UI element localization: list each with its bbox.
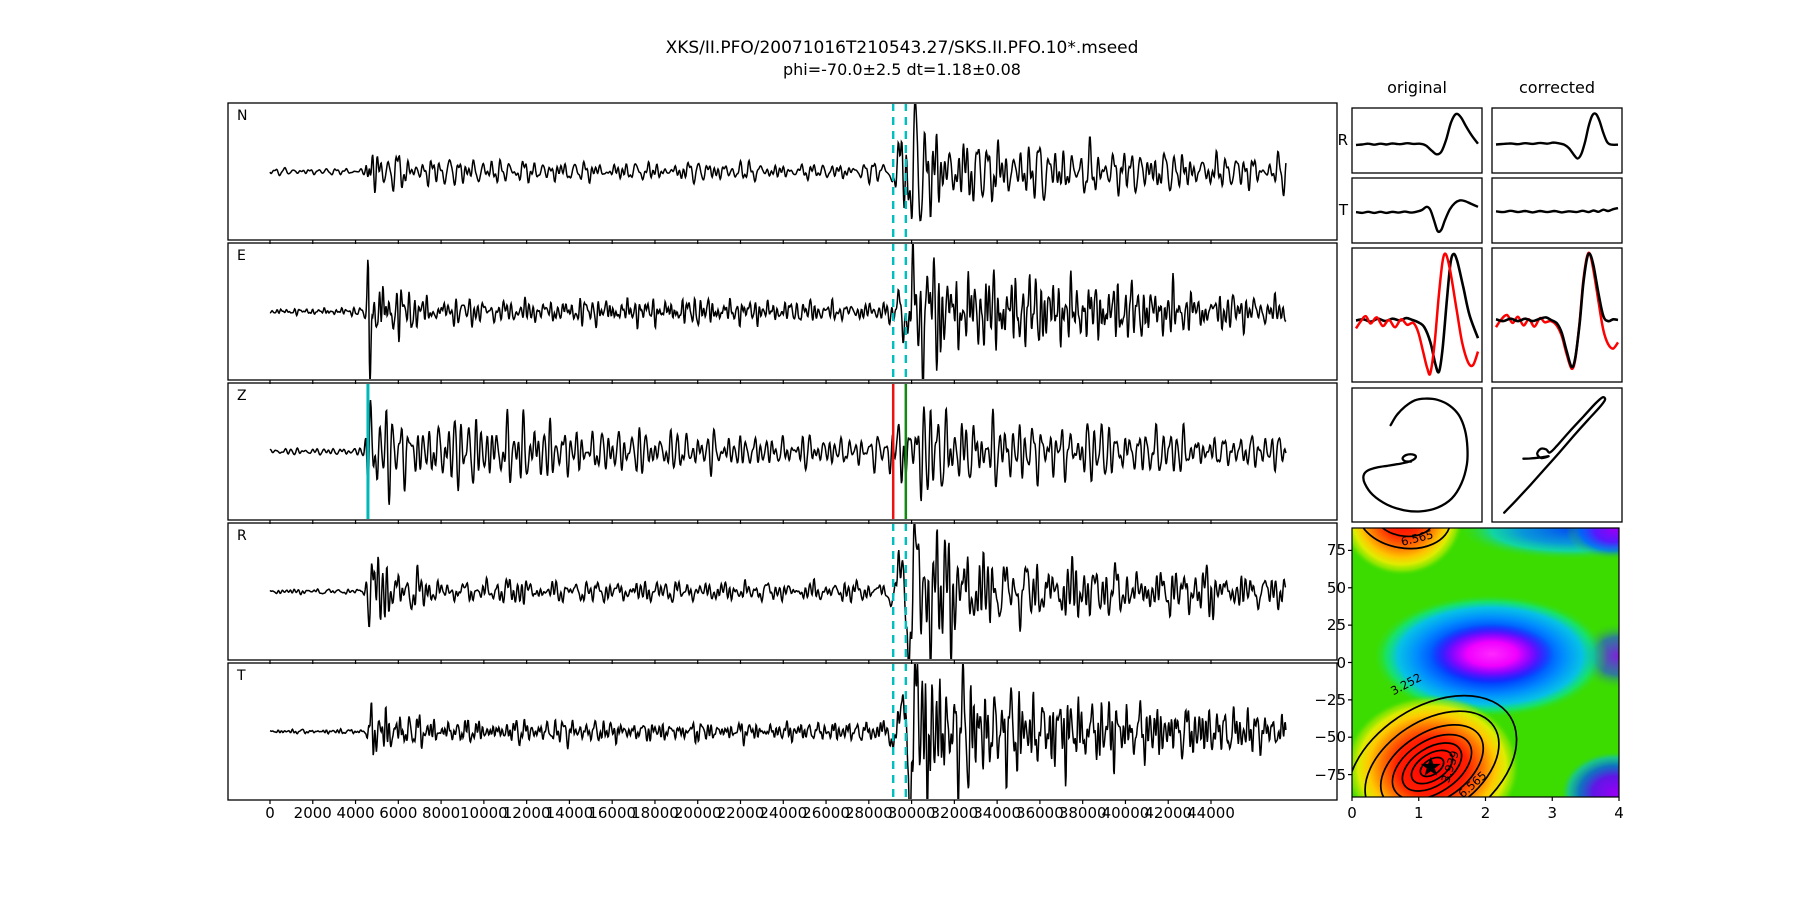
row-label-R: R [1337,130,1348,149]
x-tick-label: 10000 [460,804,508,822]
trace-panel-N [269,104,1287,239]
column-header-original: original [1387,78,1447,97]
seismogram-trace-E [269,244,1287,379]
contour-ring [1401,742,1463,792]
column-header-corrected: corrected [1518,78,1596,97]
x-tick-label: 38000 [1058,804,1107,822]
panel-frame-T [227,662,1338,801]
panel-frame-E [227,242,1338,381]
slow-component-original [1355,252,1480,374]
x-tick-label: 36000 [1016,804,1064,822]
seismogram-trace-R [269,524,1287,659]
trace-panel-T [269,664,1287,799]
seismogram-trace-N [269,104,1287,222]
figure-title: XKS/II.PFO/20071016T210543.27/SKS.II.PFO… [665,38,1139,58]
panel-frame-Z [227,382,1338,521]
map-y-tick-label: 75 [1326,541,1346,560]
x-tick-label: 18000 [631,804,679,822]
panel-letter-E: E [237,248,246,264]
panel-letter-R: R [237,528,247,544]
comparison-panel-frame [1491,387,1623,523]
radial-original-waveform [1355,112,1479,156]
contour-ring [1352,694,1518,797]
comparison-panel-frame [1351,107,1483,174]
map-y-tick-label: −75 [1314,765,1346,784]
panel-letter-T: T [237,668,246,684]
radial-corrected-waveform [1495,112,1619,160]
map-y-tick-label: 50 [1326,578,1346,597]
comparison-panel-frame [1351,247,1483,383]
panel-frame-N [227,102,1338,241]
comparison-panel-frame [1491,107,1623,174]
x-tick-label: 34000 [973,804,1021,822]
trace-panel-R [269,524,1287,659]
trace-panel-E [269,244,1287,379]
map-y-tick-label: −50 [1314,728,1346,747]
map-x-tick-label: 3 [1547,804,1558,822]
x-tick-label: 30000 [887,804,936,822]
panel-frame-R [227,522,1338,661]
contour-ring [1379,723,1485,797]
contour-ring-top [1356,528,1452,550]
x-tick-label: 42000 [1144,804,1193,822]
comparison-panel-frame [1351,177,1483,244]
x-tick-label: 14000 [545,804,594,822]
contour-ring [1410,749,1454,785]
seismogram-trace-Z [269,400,1287,505]
x-tick-label: 22000 [716,804,765,822]
map-y-tick-label: −25 [1314,690,1346,709]
map-y-tick-label: 25 [1326,616,1346,635]
panel-letter-N: N [237,108,248,124]
x-tick-label: 12000 [502,804,551,822]
row-label-T: T [1338,200,1348,219]
fast-component-corrected [1494,251,1620,371]
x-tick-label: 16000 [588,804,637,822]
x-tick-label: 28000 [844,804,893,822]
comparison-panel-frame [1351,387,1483,523]
particle-motion-original [1362,397,1469,513]
x-tick-label: 44000 [1187,804,1235,822]
x-tick-label: 2000 [293,804,332,822]
x-tick-label: 8000 [421,804,461,822]
contour-ring-top [1373,528,1435,538]
map-x-tick-label: 4 [1614,804,1624,822]
x-tick-label: 40000 [1101,804,1150,822]
seismogram-trace-T [269,664,1287,799]
contour-ring [1391,733,1473,797]
trace-panel-Z [269,384,1287,519]
x-tick-label: 24000 [759,804,808,822]
map-x-tick-label: 1 [1413,804,1424,822]
contour-ring [1364,710,1500,797]
fast-component-original [1354,252,1480,376]
best-fit-star-marker [1420,756,1441,776]
map-bottomright-violet [1560,751,1619,797]
map-topright-violet [1566,528,1619,560]
x-tick-label: 0 [265,804,275,822]
x-tick-label: 6000 [379,804,418,822]
comparison-panel-frame [1491,247,1623,383]
figure-subtitle: phi=-70.0±2.5 dt=1.18±0.08 [783,60,1021,79]
particle-motion-corrected [1503,396,1607,514]
map-center-magenta [1430,624,1554,684]
panel-letter-Z: Z [237,388,247,404]
map-y-tick-label: 0 [1336,653,1346,672]
map-topleft-red [1352,528,1464,576]
map-x-tick-label: 0 [1347,804,1357,822]
x-tick-label: 26000 [802,804,850,822]
x-tick-label: 20000 [673,804,722,822]
map-x-tick-label: 2 [1480,804,1491,822]
comparison-panel-frame [1491,177,1623,244]
transverse-original-waveform [1355,199,1479,234]
slow-component-corrected [1495,252,1619,369]
x-tick-label: 4000 [336,804,375,822]
x-tick-label: 32000 [930,804,979,822]
transverse-corrected-waveform [1495,206,1619,214]
